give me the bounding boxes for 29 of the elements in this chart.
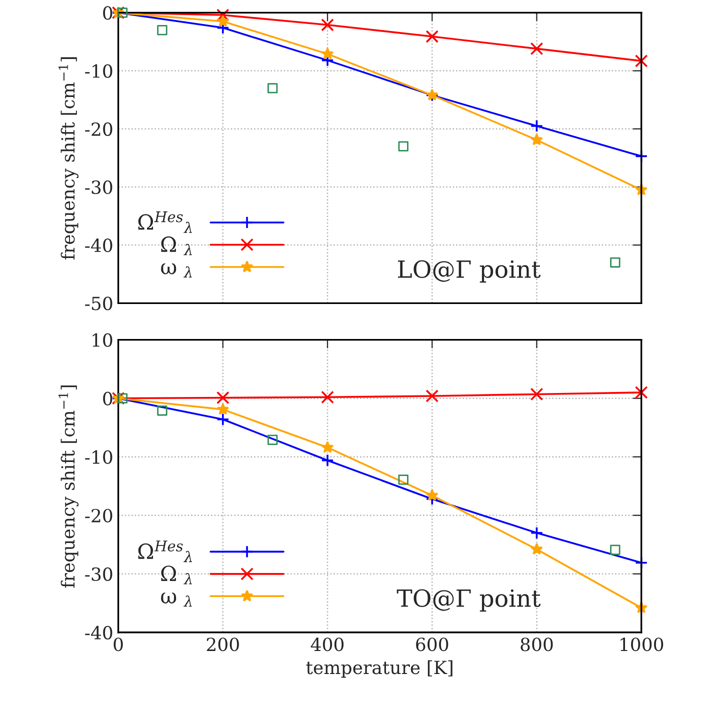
legend-label: Ω$^{Hes}$$_{λ}$	[138, 540, 192, 562]
x-tick-label: 200	[206, 638, 239, 652]
x-tick-label: 600	[416, 638, 448, 652]
y-tick-label: -20	[85, 122, 112, 136]
legend-label: ω $_{λ}$	[161, 263, 192, 278]
y-tick-label: 0	[103, 392, 112, 406]
legend-label: ω $_{λ}$	[161, 592, 192, 607]
y-tick-label: 10	[92, 333, 112, 347]
y-tick-label: -30	[85, 567, 112, 581]
y-axis-title: frequency shift [cm$^{−1}$]	[58, 385, 79, 588]
y-tick-label: -10	[85, 64, 112, 78]
annotation: LO@Γ point	[398, 260, 541, 283]
legend-label: Ω $_{λ}$	[161, 566, 192, 584]
y-tick-label: -50	[85, 296, 112, 310]
y-tick-label: -40	[85, 626, 112, 640]
y-tick-label: -10	[85, 450, 112, 464]
annotation: TO@Γ point	[396, 589, 541, 612]
x-tick-label: 1000	[620, 638, 664, 652]
legend-label: Ω $_{λ}$	[161, 236, 192, 256]
x-tick-label: 0	[114, 638, 123, 652]
x-axis-title: temperature [K]	[306, 660, 452, 678]
y-tick-label: -30	[85, 180, 112, 194]
y-tick-label: -20	[85, 508, 112, 522]
y-tick-label: 0	[103, 6, 112, 20]
x-tick-label: 800	[520, 638, 553, 652]
y-axis-title: frequency shift [cm$^{−1}$]	[58, 57, 79, 260]
y-tick-label: -40	[85, 238, 112, 252]
x-tick-label: 400	[310, 638, 344, 652]
legend-label: Ω$^{Hes}$$_{λ}$	[138, 211, 192, 233]
